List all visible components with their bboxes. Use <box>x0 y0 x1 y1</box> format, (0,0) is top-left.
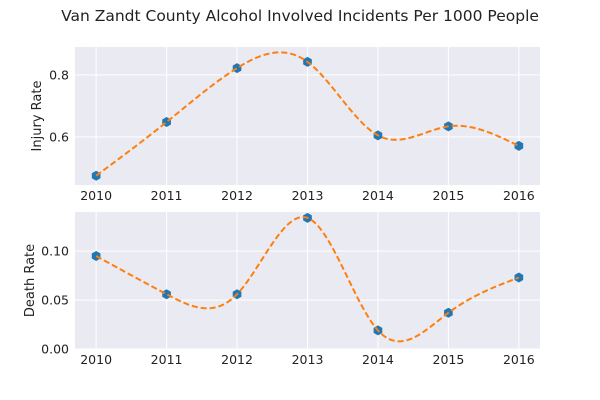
y-tick-label: 0.05 <box>41 293 69 308</box>
x-tick-label: 2014 <box>362 188 394 203</box>
series-line <box>95 51 520 177</box>
x-tick-label: 2015 <box>433 188 465 203</box>
y-axis-label: Death Rate <box>23 244 38 317</box>
panel-2: 2010 2011 2012 2013 2014 2015 2016 0.00 0.05 0.10… <box>23 212 540 367</box>
y-tick-label: 0.8 <box>49 67 69 82</box>
x-tick-label: 2016 <box>503 352 535 367</box>
x-tick-label: 2013 <box>292 352 324 367</box>
x-tick-label: 2013 <box>292 188 324 203</box>
x-tick-label: 2012 <box>221 188 253 203</box>
panel-1: 2010 2011 2012 2013 2014 2015 2016 0.6 0.8 Injury… <box>30 47 540 203</box>
x-tick-label: 2012 <box>221 352 253 367</box>
x-tick-label: 2010 <box>80 352 112 367</box>
x-tick-label: 2011 <box>151 188 183 203</box>
series-line <box>95 216 520 343</box>
y-axis-label: Injury Rate <box>30 81 45 152</box>
y-tick-label: 0.10 <box>41 244 69 259</box>
x-tick-label: 2014 <box>362 352 394 367</box>
x-tick-label: 2011 <box>151 352 183 367</box>
x-tick-label: 2015 <box>433 352 465 367</box>
chart-title: Van Zandt County Alcohol Involved Incide… <box>61 7 539 25</box>
y-tick-label: 0.6 <box>49 129 69 144</box>
data-point <box>514 140 524 151</box>
x-tick-label: 2010 <box>80 188 112 203</box>
data-point <box>162 289 171 300</box>
x-tick-label: 2016 <box>503 188 535 203</box>
y-tick-label: 0.00 <box>41 342 69 357</box>
